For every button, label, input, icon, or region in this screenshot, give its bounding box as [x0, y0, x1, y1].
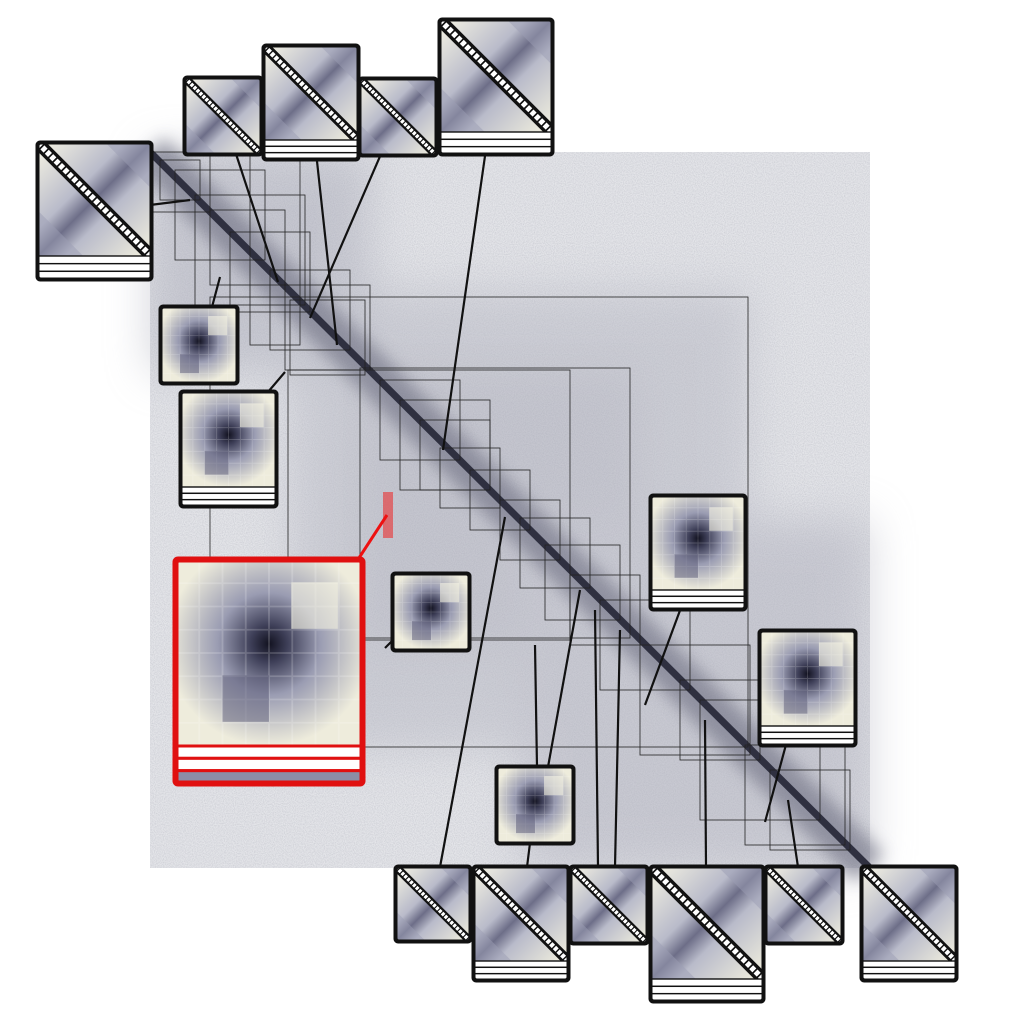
thumbnail-strip — [861, 960, 957, 969]
thumbnail-strip — [37, 255, 152, 265]
thumbnail-strip — [37, 262, 152, 273]
thumbnail-strip — [759, 731, 856, 740]
thumbnail-image — [474, 867, 568, 961]
thumbnail-strip — [174, 744, 364, 760]
thumbnail-image — [264, 46, 358, 140]
thumbnail — [763, 864, 845, 946]
thumbnail-border — [183, 76, 263, 156]
thumbnail-border — [36, 141, 153, 281]
thumbnail-image — [38, 143, 151, 256]
thumbnail — [648, 493, 748, 612]
thumbnail-image — [393, 574, 469, 650]
thumbnail — [35, 140, 154, 282]
thumbnail-strip — [439, 138, 553, 148]
thumbnail-border — [860, 865, 958, 982]
thumbnail-border — [179, 390, 278, 508]
thumbnail-border — [394, 865, 472, 943]
thumbnail-image — [181, 392, 276, 487]
thumbnails — [35, 17, 959, 1004]
thumbnail-strip — [650, 978, 764, 988]
thumbnail-strip — [650, 589, 746, 598]
thumbnail — [261, 43, 361, 162]
thumbnail-image — [185, 78, 261, 154]
thumbnail — [471, 864, 571, 983]
thumbnail — [393, 864, 473, 944]
thumbnail — [568, 864, 650, 946]
thumbnail — [158, 304, 240, 386]
thumbnail-strip — [439, 131, 553, 141]
thumbnail-strip — [650, 595, 746, 604]
thumbnail-border — [649, 865, 765, 1003]
thumbnail-image — [766, 867, 842, 943]
thumbnail — [390, 571, 472, 653]
thumbnail-image — [440, 20, 552, 132]
thumbnail-image — [760, 631, 855, 726]
thumbnail-border — [438, 18, 554, 156]
thumbnail-image — [497, 767, 573, 843]
thumbnail-image — [862, 867, 956, 961]
thumbnail-strip — [650, 985, 764, 995]
thumbnail — [178, 389, 279, 509]
thumbnail-strip — [759, 725, 856, 734]
thumbnail-image — [396, 867, 470, 941]
thumbnail — [172, 556, 366, 787]
thumbnail-border — [159, 305, 239, 385]
thumbnail-border — [764, 865, 844, 945]
thumbnail-strip — [174, 756, 364, 773]
thumbnail-strip — [180, 492, 277, 501]
thumbnail-border — [358, 77, 438, 157]
thumbnail-border — [649, 494, 747, 611]
thumbnail-image — [571, 867, 647, 943]
thumbnail — [859, 864, 959, 983]
thumbnail-image — [360, 79, 436, 155]
thumbnail — [757, 628, 858, 748]
thumbnail-strip — [180, 486, 277, 495]
thumbnail-strip — [861, 966, 957, 975]
thumbnail — [494, 764, 576, 846]
thumbnail-border — [495, 765, 575, 845]
thumbnail-image — [651, 496, 745, 590]
thumbnail-strip — [473, 960, 569, 969]
thumbnail-image — [651, 867, 763, 979]
thumbnail-border — [569, 865, 649, 945]
thumbnail-border — [391, 572, 471, 652]
thumbnail — [182, 75, 264, 157]
thumbnail-image — [161, 307, 237, 383]
thumbnail-border — [758, 629, 857, 747]
thumbnail-border — [472, 865, 570, 982]
thumbnail — [648, 864, 766, 1004]
thumbnail — [357, 76, 439, 158]
connectors — [149, 151, 800, 868]
thumbnail-strip — [473, 966, 569, 975]
thumbnail-image — [176, 560, 362, 746]
thumbnail-strip — [263, 145, 359, 154]
thumbnail-border — [173, 557, 365, 786]
thumbnail — [437, 17, 555, 157]
thumbnail-strip — [263, 139, 359, 148]
